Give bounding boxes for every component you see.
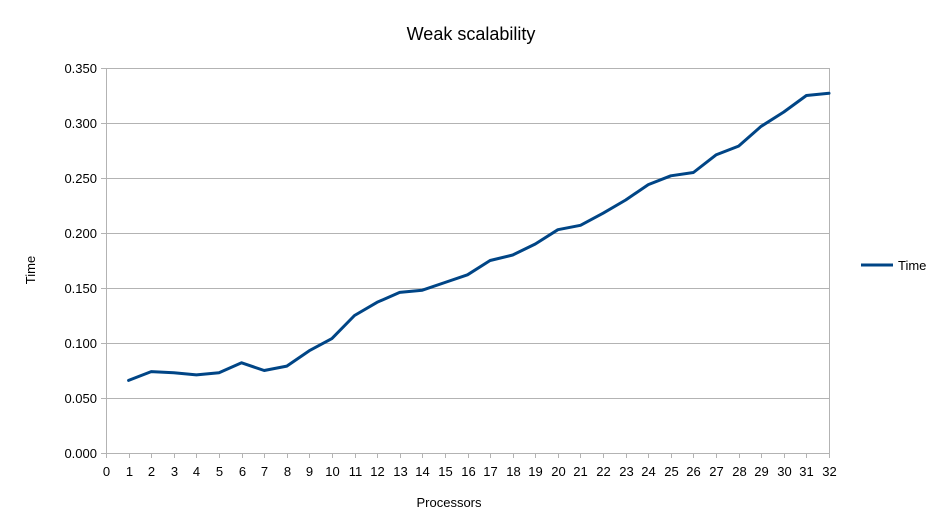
y-tick-label: 0.200 [64,226,97,241]
x-tick-label: 13 [393,464,407,479]
x-tick-label: 18 [506,464,520,479]
y-tick-label: 0.000 [64,446,97,461]
y-tick-label: 0.050 [64,391,97,406]
x-tick-label: 22 [596,464,610,479]
x-tick-label: 30 [777,464,791,479]
legend-label: Time [898,258,926,273]
x-tick-label: 6 [239,464,246,479]
x-tick-label: 19 [528,464,542,479]
x-tick-label: 0 [103,464,110,479]
x-tick-label: 28 [732,464,746,479]
series-line [127,91,831,382]
x-tick-label: 10 [325,464,339,479]
y-axis-title: Time [23,256,38,284]
x-tick-label: 16 [461,464,475,479]
chart-title: Weak scalability [407,24,536,44]
x-tick-label: 15 [438,464,452,479]
x-tick-label: 23 [619,464,633,479]
x-tick-label: 20 [551,464,565,479]
gridlines [106,68,829,454]
x-tick-label: 9 [306,464,313,479]
x-tick-label: 31 [799,464,813,479]
axes [101,68,830,458]
y-tick-label: 0.350 [64,61,97,76]
x-tick-label: 5 [216,464,223,479]
y-tick-label: 0.100 [64,336,97,351]
x-tick-label: 1 [126,464,133,479]
x-tick-label: 29 [754,464,768,479]
x-tick-label: 7 [261,464,268,479]
x-tick-label: 8 [284,464,291,479]
x-axis-tick-labels: 0 1 2 3 4 5 6 7 8 9 10 11 12 13 14 15 16 17 18 19 20 21 22 23 24… [103,464,837,479]
x-tick-label: 11 [349,464,363,479]
legend: Time [861,258,926,273]
x-tick-label: 27 [709,464,723,479]
y-axis-tick-labels: 0.000 0.050 0.100 0.150 0.200 0.250 0.300 0.350 [64,61,97,461]
x-tick-label: 21 [573,464,587,479]
series-lines [127,91,831,382]
x-tick-label: 32 [822,464,836,479]
x-tick-label: 17 [483,464,497,479]
x-tick-label: 4 [193,464,200,479]
x-tick-label: 3 [171,464,178,479]
x-tick-label: 24 [641,464,655,479]
x-tick-label: 12 [370,464,384,479]
y-tick-label: 0.300 [64,116,97,131]
x-axis-title: Processors [416,495,482,510]
y-tick-label: 0.150 [64,281,97,296]
x-tick-label: 14 [415,464,429,479]
x-tick-label: 2 [148,464,155,479]
x-tick-label: 26 [686,464,700,479]
x-tick-label: 25 [664,464,678,479]
y-tick-label: 0.250 [64,171,97,186]
